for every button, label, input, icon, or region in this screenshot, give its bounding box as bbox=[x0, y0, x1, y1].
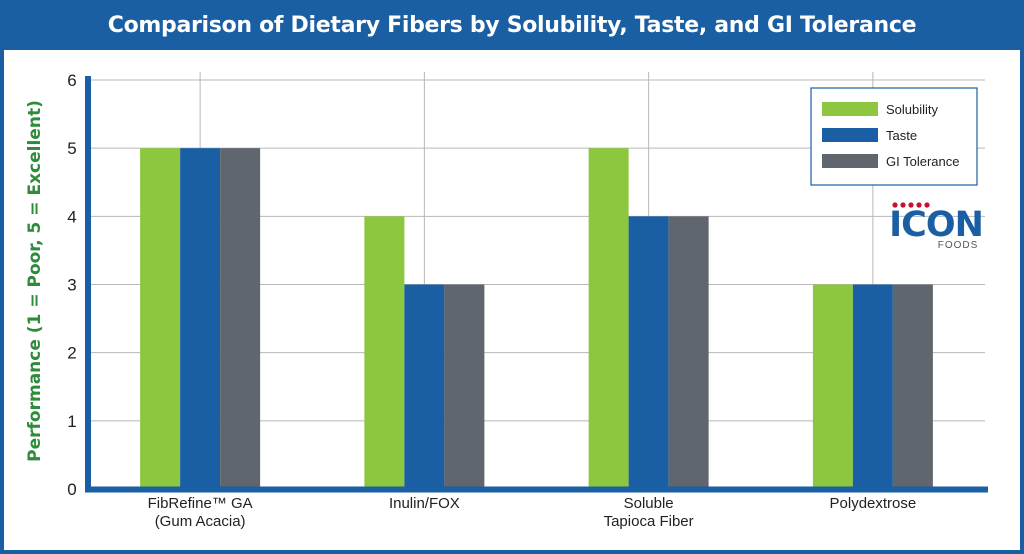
x-tick-label: (Gum Acacia) bbox=[155, 513, 246, 530]
bar bbox=[180, 148, 220, 489]
bar bbox=[220, 148, 260, 489]
icon-foods-logo: ICON FOODS bbox=[889, 202, 983, 251]
logo-subtitle: FOODS bbox=[938, 240, 979, 251]
x-tick-label: Inulin/FOX bbox=[389, 495, 460, 512]
legend-swatch bbox=[822, 128, 878, 142]
bars bbox=[140, 148, 933, 489]
bar bbox=[140, 148, 180, 489]
x-tick-label: Soluble bbox=[624, 495, 674, 512]
legend-swatch bbox=[822, 102, 878, 116]
legend-swatch bbox=[822, 154, 878, 168]
legend-label: Solubility bbox=[886, 102, 939, 117]
y-tick-label: 2 bbox=[67, 344, 76, 363]
y-axis-label: Performance (1 = Poor, 5 = Excellent) bbox=[25, 100, 45, 462]
bar bbox=[444, 285, 484, 490]
bar bbox=[893, 285, 933, 490]
y-tick-label: 3 bbox=[67, 276, 76, 295]
y-tick-label: 6 bbox=[67, 71, 76, 90]
x-tick-labels: FibRefine™ GA(Gum Acacia) Inulin/FOX Solub… bbox=[148, 495, 917, 530]
x-tick-label: FibRefine™ GA bbox=[148, 495, 253, 512]
y-tick-label: 0 bbox=[67, 480, 76, 499]
bar bbox=[813, 285, 853, 490]
bar bbox=[669, 216, 709, 489]
y-tick-label: 4 bbox=[67, 207, 76, 226]
bar bbox=[404, 285, 444, 490]
y-tick-label: 5 bbox=[67, 139, 76, 158]
y-tick-label: 1 bbox=[67, 412, 76, 431]
bar-chart: 0 1 2 3 4 5 6 FibRefine™ GA(Gum Acacia) Inulin/… bbox=[0, 0, 1024, 554]
legend-label: Taste bbox=[886, 128, 917, 143]
y-tick-labels: 0 1 2 3 4 5 6 bbox=[67, 71, 76, 499]
legend: Solubility Taste GI Tolerance bbox=[811, 88, 977, 185]
bar bbox=[364, 216, 404, 489]
x-tick-label: Polydextrose bbox=[830, 495, 917, 512]
x-tick-label: Tapioca Fiber bbox=[604, 513, 694, 530]
legend-label: GI Tolerance bbox=[886, 154, 959, 169]
bar bbox=[589, 148, 629, 489]
bar bbox=[853, 285, 893, 490]
bar bbox=[629, 216, 669, 489]
logo-wordmark: ICON bbox=[889, 205, 983, 245]
